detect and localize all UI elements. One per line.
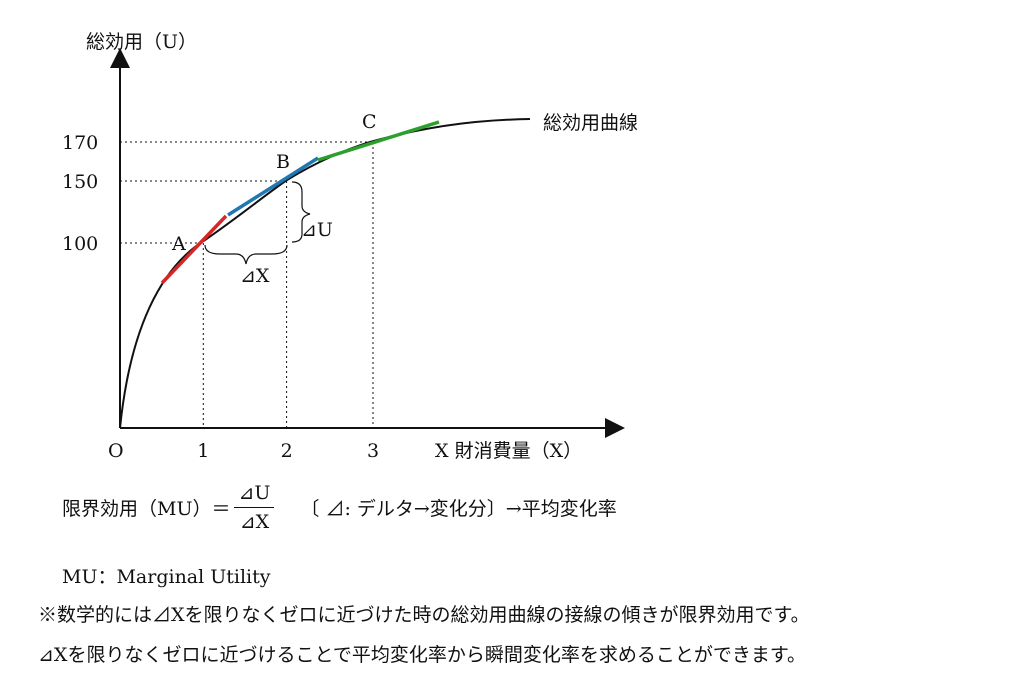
total-utility-chart: 総効用（U） X 財消費量（X） O 1 2 3 100 150 170 総効用曲線 A…: [62, 31, 638, 462]
point-label-b: B: [276, 151, 290, 173]
delta-u-brace: [291, 181, 311, 243]
tangent-line-a: [160, 214, 228, 285]
x-tick-label-2: 2: [281, 440, 293, 462]
mu-definition: MU：Marginal Utility: [62, 566, 271, 588]
tangent-line-c: [317, 120, 440, 162]
y-tick-label-150: 150: [62, 171, 98, 193]
delta-u-label: ⊿U: [301, 219, 333, 241]
x-axis-label: X 財消費量（X）: [435, 440, 582, 462]
formula-fraction: ⊿U ⊿X: [234, 482, 275, 533]
curve-label: 総効用曲線: [543, 112, 638, 134]
note-line-1: ※数学的には⊿Xを限りなくゼロに近づけた時の総効用曲線の接線の傾きが限界効用です…: [38, 604, 810, 626]
delta-x-brace: [204, 244, 288, 265]
delta-x-label: ⊿X: [240, 265, 270, 287]
point-label-c: C: [362, 111, 377, 133]
note-line-2: ⊿Xを限りなくゼロに近づけることで平均変化率から瞬間変化率を求めることができます…: [38, 644, 806, 666]
origin-label: O: [108, 440, 124, 462]
y-tick-label-100: 100: [62, 233, 98, 255]
x-tick-label-3: 3: [367, 440, 379, 462]
tangent-line-b: [227, 156, 319, 217]
y-axis-label: 総効用（U）: [86, 31, 197, 53]
formula-denominator: ⊿X: [239, 511, 270, 533]
formula-numerator: ⊿U: [234, 482, 275, 508]
formula-prefix: 限界効用（MU）＝: [62, 498, 231, 520]
y-tick-label-170: 170: [62, 132, 98, 154]
x-tick-label-1: 1: [197, 440, 209, 462]
point-label-a: A: [171, 233, 186, 255]
total-utility-curve: [119, 118, 531, 429]
marginal-utility-formula: 限界効用（MU）＝ ⊿U ⊿X 〔 ⊿: デルタ→変化分〕→平均変化率: [62, 482, 617, 533]
formula-note: 〔 ⊿: デルタ→変化分〕→平均変化率: [300, 498, 617, 520]
